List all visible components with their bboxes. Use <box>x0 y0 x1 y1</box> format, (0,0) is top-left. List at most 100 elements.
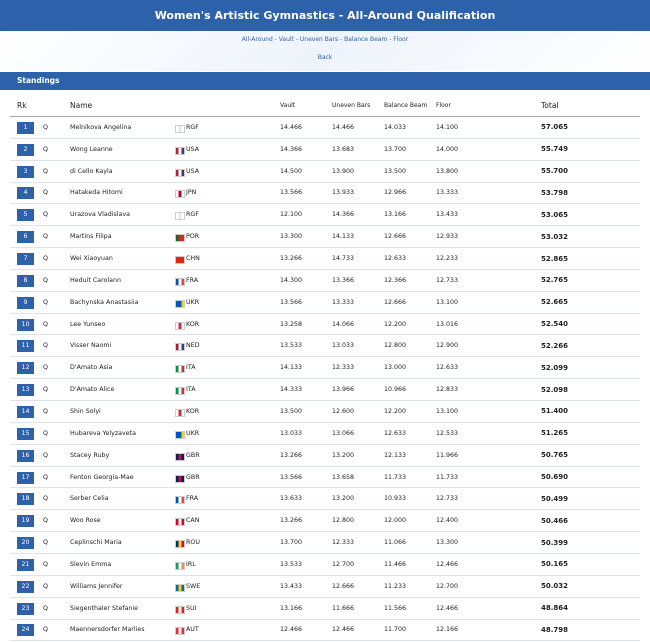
qualification: Q <box>43 386 48 394</box>
country-code: SUI <box>186 604 197 612</box>
country-code: UKR <box>186 429 200 437</box>
flag-icon <box>175 321 185 330</box>
score: 10.933 <box>384 495 407 503</box>
score: 14.366 <box>280 145 303 153</box>
flag-icon <box>175 343 185 352</box>
flag-icon <box>175 605 185 614</box>
athlete-name: Lee Yunseo <box>70 320 106 328</box>
total-score: 50.032 <box>541 582 569 591</box>
athlete-name: D'Amato Alice <box>70 386 115 394</box>
country-code: SWE <box>186 582 201 590</box>
nav-link[interactable]: Vault <box>278 36 294 43</box>
athlete-name: Wong Leanne <box>70 145 113 153</box>
table-row <box>10 117 640 139</box>
flag-icon <box>175 277 185 286</box>
nav-link[interactable]: All-Around <box>241 36 273 43</box>
score: 14.466 <box>280 123 303 131</box>
total-score: 51.400 <box>541 407 569 416</box>
table-row <box>10 248 640 270</box>
score: 13.533 <box>280 560 303 568</box>
score: 12.333 <box>332 539 355 547</box>
table-row <box>10 314 640 336</box>
qualification: Q <box>43 560 48 568</box>
qualification: Q <box>43 342 48 350</box>
country-code: ITA <box>186 364 196 372</box>
score: 11.233 <box>384 582 407 590</box>
rank-badge: 3 <box>17 165 34 178</box>
score: 12.166 <box>436 626 459 634</box>
score: 13.266 <box>280 517 303 525</box>
score: 13.533 <box>280 342 303 350</box>
total-score: 50.765 <box>541 451 569 460</box>
qualification: Q <box>43 451 48 459</box>
rank-badge: 5 <box>17 209 34 222</box>
column-header: Total <box>541 101 559 110</box>
table-row <box>10 204 640 227</box>
rank-badge: 11 <box>17 340 34 353</box>
total-score: 53.065 <box>541 210 569 219</box>
column-header: Floor <box>436 102 451 109</box>
table-row <box>10 598 640 620</box>
score: 10.966 <box>384 386 407 394</box>
nav-link[interactable]: Floor <box>393 36 409 43</box>
total-score: 52.665 <box>541 298 569 307</box>
table-row <box>10 576 640 598</box>
country-code: IRL <box>186 560 196 568</box>
rank-badge: 1 <box>17 121 34 134</box>
qualification: Q <box>43 233 48 241</box>
rank-badge: 10 <box>17 318 34 331</box>
nav-separator: - <box>338 36 345 43</box>
country-code: JPN <box>186 189 197 197</box>
flag-icon <box>175 168 185 177</box>
rank-badge: 22 <box>17 580 34 593</box>
column-header: Name <box>70 101 93 110</box>
score: 13.658 <box>332 473 355 481</box>
score: 11.466 <box>384 560 407 568</box>
score: 12.400 <box>436 517 459 525</box>
qualification: Q <box>43 364 48 372</box>
total-score: 52.266 <box>541 341 569 350</box>
nav-link[interactable]: Uneven Bars <box>299 36 339 43</box>
flag-icon <box>175 474 185 483</box>
country-code: USA <box>186 145 200 153</box>
score: 12.900 <box>436 342 459 350</box>
rank-badge: 8 <box>17 274 34 287</box>
qualification: Q <box>43 517 48 525</box>
score: 13.266 <box>280 451 303 459</box>
score: 13.900 <box>332 167 355 175</box>
score: 12.366 <box>384 276 407 284</box>
score: 13.258 <box>280 320 303 328</box>
score: 12.633 <box>384 429 407 437</box>
header-rule <box>10 116 640 117</box>
country-code: RGF <box>186 123 199 131</box>
score: 13.166 <box>384 211 407 219</box>
score: 12.700 <box>332 560 355 568</box>
rank-badge: 16 <box>17 449 34 462</box>
score: 13.000 <box>384 364 407 372</box>
score: 13.333 <box>436 189 459 197</box>
score: 13.200 <box>332 451 355 459</box>
total-score: 53.798 <box>541 188 569 197</box>
table-row <box>10 292 640 314</box>
score: 12.466 <box>332 626 355 634</box>
score: 12.133 <box>384 451 407 459</box>
flag-icon <box>175 124 185 133</box>
nav-link[interactable]: Balance Beam <box>344 36 388 43</box>
athlete-name: Bachynska Anastasiia <box>70 298 139 306</box>
back-link[interactable]: Back <box>317 54 333 61</box>
table-row <box>10 226 640 249</box>
score: 14.133 <box>332 233 355 241</box>
score: 13.566 <box>280 189 303 197</box>
rank-badge: 12 <box>17 362 34 375</box>
section-title: Standings <box>0 72 650 90</box>
score: 12.466 <box>280 626 303 634</box>
country-code: GBR <box>186 451 200 459</box>
table-row <box>10 270 640 292</box>
athlete-name: Shin Solyi <box>70 407 101 415</box>
nav-separator: - <box>272 36 279 43</box>
qualification: Q <box>43 495 48 503</box>
rank-badge: 13 <box>17 384 34 397</box>
nav-separator: - <box>293 36 300 43</box>
score: 13.700 <box>280 539 303 547</box>
